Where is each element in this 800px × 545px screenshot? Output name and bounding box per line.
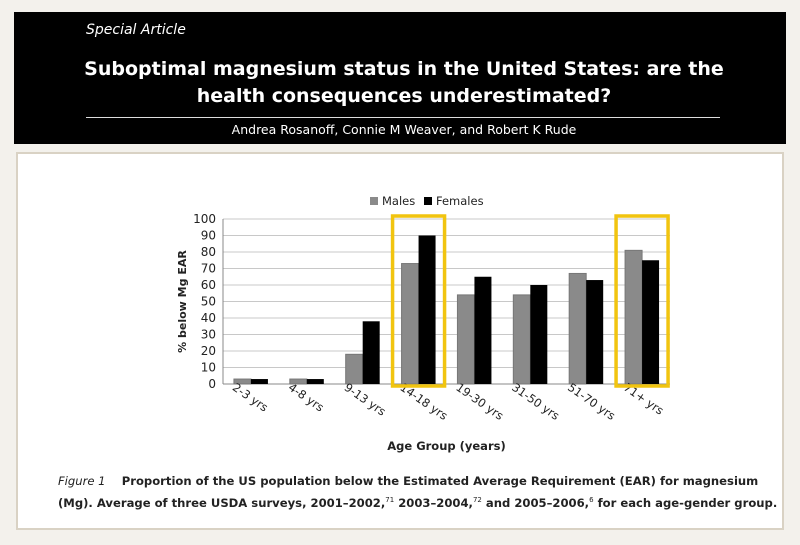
figure-label: Figure 1 bbox=[58, 474, 106, 488]
article-title: Suboptimal magnesium status in the Unite… bbox=[54, 56, 754, 110]
x-tick-label: 4-8 yrs bbox=[286, 380, 327, 414]
article-kicker: Special Article bbox=[86, 22, 186, 38]
bar-females-8 bbox=[642, 260, 660, 384]
y-tick-label: 0 bbox=[208, 377, 216, 391]
legend-label-males: Males bbox=[382, 194, 415, 208]
article-authors: Andrea Rosanoff, Connie M Weaver, and Ro… bbox=[231, 122, 577, 137]
y-tick-label: 50 bbox=[201, 295, 216, 309]
caption-ref-3: 6 bbox=[589, 496, 594, 504]
bar-males-4 bbox=[401, 263, 420, 385]
bar-females-3 bbox=[362, 321, 380, 384]
bar-females-2 bbox=[306, 379, 324, 384]
caption-ref-1: 71 bbox=[385, 496, 395, 504]
bar-females-1 bbox=[250, 379, 268, 384]
y-tick-label: 20 bbox=[201, 344, 216, 358]
bar-males-6 bbox=[512, 294, 531, 385]
bar-females-4 bbox=[418, 235, 436, 384]
bar-females-5 bbox=[474, 276, 492, 384]
bar-females-6 bbox=[530, 285, 548, 384]
article-title-line-1: Suboptimal magnesium status in the Unite… bbox=[84, 58, 724, 80]
x-tick-label: 51-70 yrs bbox=[565, 380, 618, 423]
y-tick-label: 100 bbox=[193, 212, 216, 226]
bar-males-3 bbox=[345, 353, 364, 385]
caption-text-2: 2003–2004, bbox=[394, 495, 473, 510]
x-tick-label: 2-3 yrs bbox=[230, 380, 271, 414]
x-tick-label: 9-13 yrs bbox=[342, 380, 389, 419]
bar-chart: 0 10 20 30 40 50 60 70 80 90 100 2-3 yrs 4-8 yrs 9-13… bbox=[176, 194, 670, 453]
caption-text-4: for each age-gender group. bbox=[593, 495, 778, 510]
y-tick-label: 10 bbox=[201, 361, 216, 375]
y-tick-label: 70 bbox=[201, 262, 216, 276]
highlight-box bbox=[614, 214, 670, 388]
y-axis-title: % below Mg EAR bbox=[176, 250, 189, 353]
y-tick-label: 40 bbox=[201, 311, 216, 325]
legend-label-females: Females bbox=[436, 194, 484, 208]
caption-text-3: and 2005–2006, bbox=[481, 495, 590, 510]
caption-text-1: Proportion of the US population below th… bbox=[58, 474, 759, 510]
bar-females-7 bbox=[586, 280, 604, 384]
x-tick-label: 31-50 yrs bbox=[509, 380, 562, 423]
article-title-line-2: health consequences underestimated? bbox=[196, 85, 612, 107]
legend-swatch-males bbox=[370, 197, 378, 205]
x-tick-label: 19-30 yrs bbox=[453, 380, 506, 423]
figure-caption: Figure 1 Proportion of the US population… bbox=[58, 472, 778, 513]
legend-swatch-females bbox=[424, 197, 432, 205]
y-tick-label: 90 bbox=[201, 229, 216, 243]
y-tick-label: 60 bbox=[201, 278, 216, 292]
x-axis-title: Age Group (years) bbox=[387, 439, 505, 453]
bar-males-7 bbox=[568, 272, 587, 385]
bar-males-8 bbox=[624, 249, 643, 385]
caption-ref-2: 72 bbox=[472, 496, 482, 504]
article-header: Special Article Suboptimal magnesium sta… bbox=[14, 12, 786, 144]
y-tick-label: 30 bbox=[201, 328, 216, 342]
header-divider bbox=[86, 117, 720, 118]
y-tick-label: 80 bbox=[201, 245, 216, 259]
highlight-box bbox=[390, 214, 447, 388]
figure-panel: 0 10 20 30 40 50 60 70 80 90 100 2-3 yrs 4-8 yrs 9-13… bbox=[16, 152, 784, 530]
bar-males-5 bbox=[456, 294, 475, 385]
